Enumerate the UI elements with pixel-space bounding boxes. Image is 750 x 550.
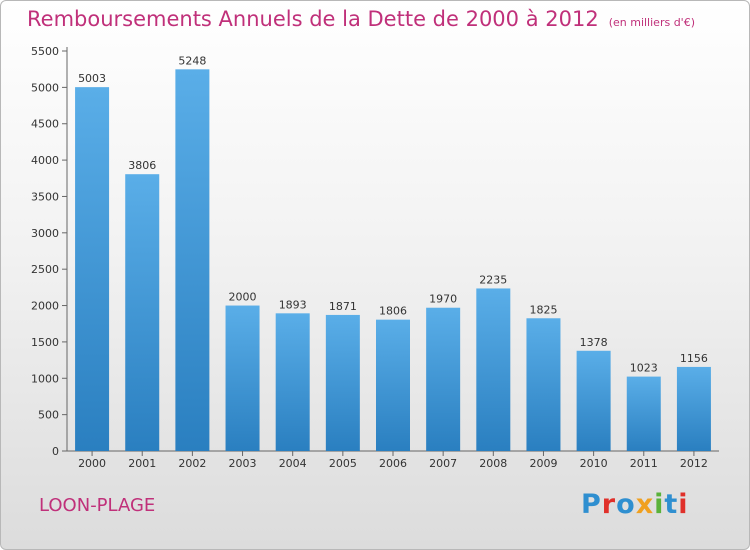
bar-value-label: 5003 [78,72,106,85]
bar-value-label: 1378 [580,336,608,349]
logo-letter: i [678,489,689,520]
y-tick-label: 2000 [31,300,59,313]
x-tick-label: 2005 [329,457,357,470]
title-text: Remboursements Annuels de la Dette de 20… [27,7,599,31]
y-tick-label: 1000 [31,372,59,385]
y-tick-label: 4500 [31,118,59,131]
bar[interactable] [526,318,561,451]
bar-value-label: 1156 [680,352,708,365]
y-tick-label: 4000 [31,154,59,167]
bar[interactable] [275,313,310,451]
bar-value-label: 5248 [178,54,206,67]
bar-value-label: 1023 [630,362,658,375]
x-tick-label: 2003 [229,457,257,470]
bar[interactable] [125,174,160,451]
x-tick-label: 2002 [178,457,206,470]
bar-value-label: 2235 [479,273,507,286]
x-tick-label: 2010 [580,457,608,470]
x-tick-label: 2001 [128,457,156,470]
y-tick-label: 500 [38,409,59,422]
y-tick-label: 3500 [31,190,59,203]
chart-title: Remboursements Annuels de la Dette de 20… [27,7,695,31]
axes: 0 500 1000 1500 2000 2500 3000 3500 4000 4500 5000… [31,45,719,458]
logo-letter: r [601,489,617,520]
bar[interactable] [426,307,461,451]
x-tick-label: 2012 [680,457,708,470]
bar[interactable] [476,288,511,451]
logo-letter: P [581,489,602,520]
x-tick-label: 2004 [279,457,307,470]
bar[interactable] [676,366,711,451]
data-labels: 5003 2000 3806 2001 5248 2002 2000 2003 1893 2004… [78,54,708,470]
bar-value-label: 1970 [429,293,457,306]
y-tick-label: 2500 [31,263,59,276]
bar[interactable] [325,314,360,451]
bar-value-label: 3806 [128,159,156,172]
bar-value-label: 1871 [329,300,357,313]
x-tick-label: 2006 [379,457,407,470]
bar[interactable] [175,69,210,451]
x-tick-label: 2011 [630,457,658,470]
bar-value-label: 1825 [529,303,557,316]
logo-letter: o [616,489,636,520]
logo-letter: i [654,489,665,520]
y-tick-label: 5000 [31,81,59,94]
logo-letter: t [664,489,679,520]
bar-value-label: 1893 [279,298,307,311]
bar[interactable] [225,305,260,451]
logo-letter: x [635,489,655,520]
commune-name: LOON-PLAGE [39,495,156,516]
y-tick-label: 1500 [31,336,59,349]
y-tick-label: 0 [52,445,59,458]
bar[interactable] [376,319,410,451]
x-tick-label: 2007 [429,457,457,470]
bar-value-label: 1806 [379,305,407,318]
bars [75,69,711,452]
bar-value-label: 2000 [229,291,257,304]
proxiti-logo[interactable]: Proxiti [581,489,689,520]
x-tick-label: 2000 [78,457,106,470]
y-tick-label: 3000 [31,227,59,240]
y-tick-label: 5500 [31,45,59,58]
bar[interactable] [75,87,110,452]
x-tick-label: 2009 [529,457,557,470]
chart-subtitle: (en milliers d'€) [608,16,695,29]
bar[interactable] [626,376,661,451]
x-tick-label: 2008 [479,457,507,470]
bar[interactable] [576,350,611,451]
